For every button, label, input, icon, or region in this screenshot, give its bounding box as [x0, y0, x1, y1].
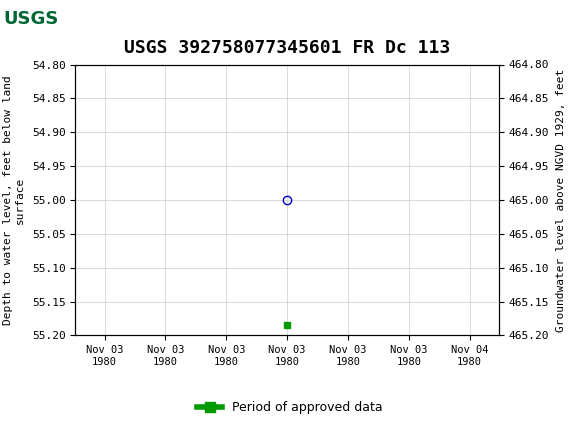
Title: USGS 392758077345601 FR Dc 113: USGS 392758077345601 FR Dc 113: [124, 40, 450, 57]
Y-axis label: Groundwater level above NGVD 1929, feet: Groundwater level above NGVD 1929, feet: [556, 68, 566, 332]
Text: USGS: USGS: [41, 10, 96, 28]
Y-axis label: Depth to water level, feet below land
surface: Depth to water level, feet below land su…: [3, 75, 25, 325]
Text: USGS: USGS: [3, 10, 58, 28]
FancyBboxPatch shape: [3, 3, 78, 36]
Legend: Period of approved data: Period of approved data: [192, 396, 388, 419]
